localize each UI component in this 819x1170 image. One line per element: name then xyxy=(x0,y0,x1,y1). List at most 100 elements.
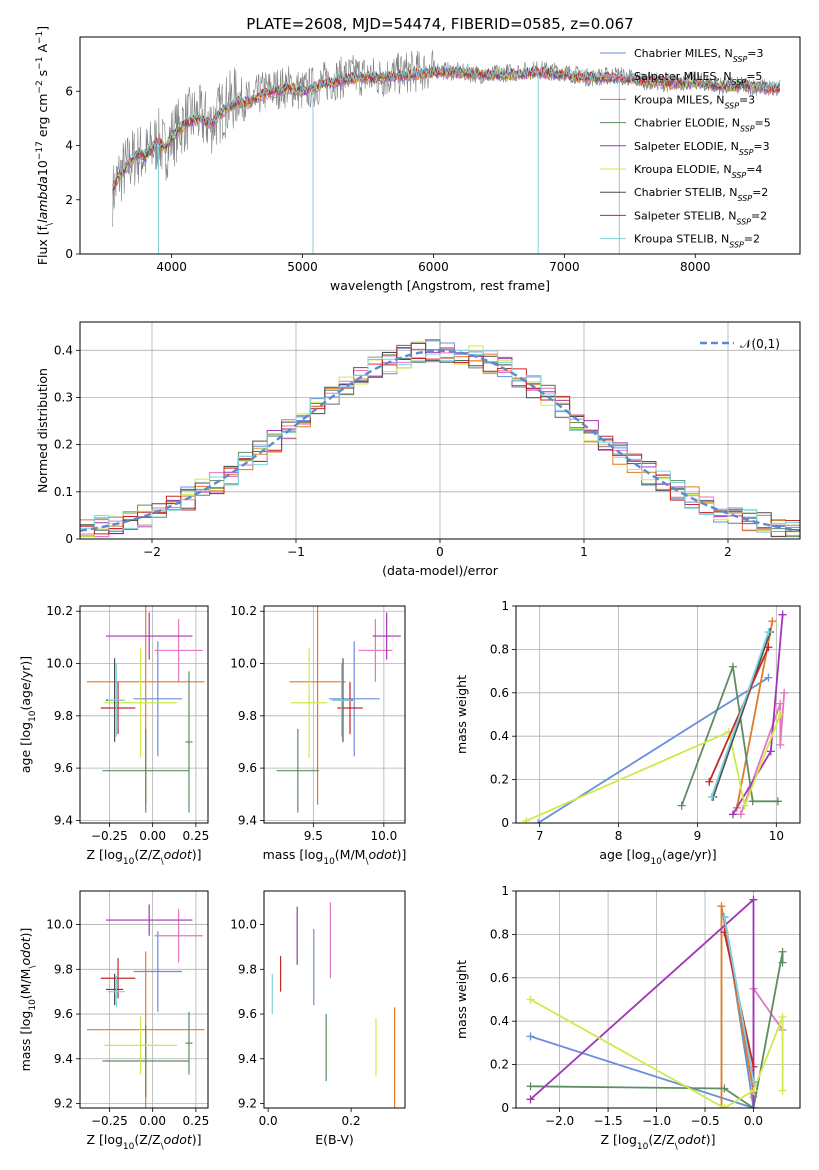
weight-point xyxy=(778,610,787,619)
x-tick-label: 7 xyxy=(536,829,544,843)
weight-point xyxy=(749,895,758,904)
weight-point xyxy=(764,628,773,637)
y-tick-label: 10.2 xyxy=(230,604,257,618)
weight-line xyxy=(529,897,755,1108)
axes-frame xyxy=(79,605,209,824)
plot-area xyxy=(112,50,781,254)
y-tick-label: 0 xyxy=(65,532,73,546)
weight-point xyxy=(677,801,686,810)
legend: 𝒩(0,1) xyxy=(700,337,780,351)
weight-point xyxy=(778,1012,787,1021)
x-axis-label: mass [log10(M/M\odot)] xyxy=(263,847,407,867)
y-axis-label: mass weight xyxy=(454,960,469,1039)
legend-entry: Chabrier STELIB, NSSP=2 xyxy=(634,186,768,203)
y-tick-label: 10.0 xyxy=(230,657,257,671)
x-tick-label: 0 xyxy=(436,545,444,559)
y-tick-label: 10.0 xyxy=(230,918,257,932)
y-tick-label: 0.6 xyxy=(490,971,509,985)
y-tick-label: 0.4 xyxy=(490,1014,509,1028)
x-axis-label: wavelength [Angstrom, rest frame] xyxy=(330,278,550,293)
weight-point xyxy=(776,740,785,749)
x-tick-label: 8 xyxy=(615,829,623,843)
weight-point xyxy=(764,643,773,652)
y-tick-label: 9.6 xyxy=(238,761,257,775)
x-axis-label: Z [log10(Z/Z\odot)] xyxy=(600,1132,715,1152)
y-tick-label: 9.4 xyxy=(238,813,257,827)
y-tick-label: 0.6 xyxy=(490,686,509,700)
x-tick-label: −2.0 xyxy=(545,1114,574,1128)
x-tick-label: 0.25 xyxy=(183,829,210,843)
y-tick-label: 1 xyxy=(501,884,509,898)
x-tick-label: −0.25 xyxy=(91,829,128,843)
x-tick-label: 0.2 xyxy=(342,1114,361,1128)
x-tick-label: 10.0 xyxy=(370,829,397,843)
x-tick-label: 1 xyxy=(580,545,588,559)
y-axis-label: Flux [f\lambda10−17 erg cm−2 s−1 A−1] xyxy=(35,26,55,265)
plot-area xyxy=(80,339,800,539)
x-tick-label: 4000 xyxy=(156,260,187,274)
legend-entry: Salpeter STELIB, NSSP=2 xyxy=(634,209,767,226)
x-tick-label: 0.00 xyxy=(139,829,166,843)
weight-point xyxy=(526,1032,535,1041)
plot-area xyxy=(276,606,401,813)
weight-point xyxy=(720,1104,729,1108)
legend-entry: 𝒩(0,1) xyxy=(740,337,780,351)
plot-area xyxy=(86,606,205,813)
axes-frame xyxy=(263,890,406,1109)
x-axis-label: Z [log10(Z/Z\odot)] xyxy=(86,1132,201,1152)
weight-point xyxy=(768,617,777,626)
weight-point xyxy=(717,902,726,911)
x-axis-label: Z [log10(Z/Z\odot)] xyxy=(86,847,201,867)
y-axis-label: mass [log10(M/M\odot)] xyxy=(18,928,38,1072)
weight-point xyxy=(720,1084,729,1093)
y-tick-label: 0.3 xyxy=(54,390,73,404)
weight-point xyxy=(766,747,775,756)
weight-line xyxy=(708,646,770,783)
x-tick-label: 9.5 xyxy=(304,829,323,843)
weight-point xyxy=(748,797,757,806)
y-tick-label: 0.1 xyxy=(54,485,73,499)
panel-age_vs_Z: −0.25 0.00 0.25 9.4 9.6 9.8 10.0 10.2 Z [log10(Z… xyxy=(18,604,210,867)
y-tick-label: 9.2 xyxy=(54,1097,73,1111)
weight-point xyxy=(526,1095,535,1104)
legend-entry: Kroupa ELODIE, NSSP=4 xyxy=(634,163,762,180)
weight-line xyxy=(739,692,786,815)
x-tick-label: −1.5 xyxy=(594,1114,623,1128)
y-tick-label: 4 xyxy=(65,139,73,153)
y-tick-label: 9.8 xyxy=(238,709,257,723)
legend-entry: Kroupa STELIB, NSSP=2 xyxy=(634,233,760,250)
y-tick-label: 9.6 xyxy=(238,1007,257,1021)
weight-point xyxy=(778,1086,787,1095)
weight-line xyxy=(680,666,778,806)
panel-spectrum: 4000 5000 6000 7000 8000 0 2 4 6 wavelength [Angs… xyxy=(35,26,801,293)
plot-area xyxy=(86,904,205,1108)
y-tick-label: 9.6 xyxy=(54,761,73,775)
weight-point xyxy=(764,673,773,682)
weight-point xyxy=(749,1086,758,1095)
normal-curve xyxy=(80,349,800,532)
weight-point xyxy=(526,995,535,1004)
weight-point xyxy=(534,819,543,823)
x-tick-label: 6000 xyxy=(418,260,449,274)
y-tick-label: 2 xyxy=(65,193,73,207)
weight-line xyxy=(723,916,755,1083)
axes-frame xyxy=(79,36,801,255)
axes-frame xyxy=(515,605,801,824)
y-tick-label: 10.2 xyxy=(46,604,73,618)
y-tick-label: 0.8 xyxy=(490,927,509,941)
x-axis-label: (data-model)/error xyxy=(382,563,499,578)
legend-entry: Salpeter MILES, NSSP=5 xyxy=(634,70,762,87)
weight-point xyxy=(776,699,785,708)
panel-residuals: −2 −1 0 1 2 0 0.1 0.2 0.3 0.4 (data-model)/error No… xyxy=(35,321,801,578)
weight-point xyxy=(720,913,729,922)
weight-point xyxy=(778,947,787,956)
x-tick-label: −1.0 xyxy=(642,1114,671,1128)
y-axis-label: age [log10(age/yr)] xyxy=(18,656,38,773)
weight-point xyxy=(707,792,716,801)
y-tick-label: 0.2 xyxy=(490,773,509,787)
legend: Chabrier MILES, NSSP=3 Salpeter MILES, NS… xyxy=(600,47,771,249)
legend-entry: Chabrier ELODIE, NSSP=5 xyxy=(634,117,771,134)
y-tick-label: 0 xyxy=(501,816,509,830)
weight-point xyxy=(522,816,531,823)
